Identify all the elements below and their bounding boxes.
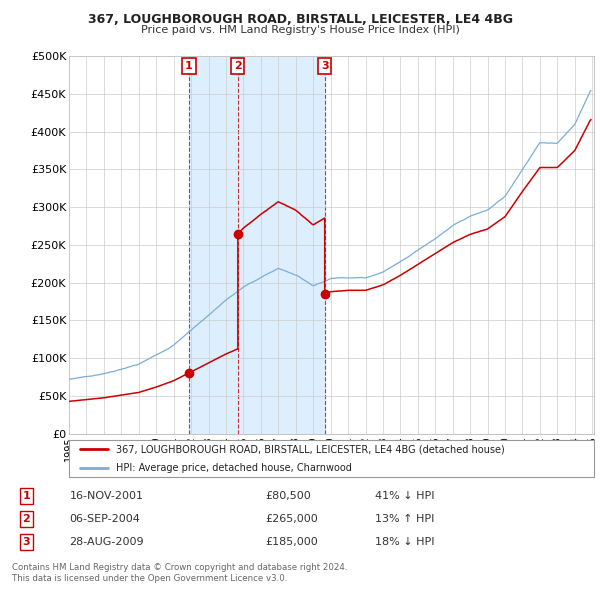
Text: 3: 3 (321, 61, 329, 71)
Text: 367, LOUGHBOROUGH ROAD, BIRSTALL, LEICESTER, LE4 4BG: 367, LOUGHBOROUGH ROAD, BIRSTALL, LEICES… (88, 13, 512, 26)
Text: HPI: Average price, detached house, Charnwood: HPI: Average price, detached house, Char… (116, 463, 352, 473)
Text: 13% ↑ HPI: 13% ↑ HPI (375, 514, 434, 524)
Text: 41% ↓ HPI: 41% ↓ HPI (375, 491, 434, 501)
Text: Price paid vs. HM Land Registry's House Price Index (HPI): Price paid vs. HM Land Registry's House … (140, 25, 460, 35)
Text: 16-NOV-2001: 16-NOV-2001 (70, 491, 143, 501)
Text: £80,500: £80,500 (265, 491, 311, 501)
Text: 1: 1 (185, 61, 193, 71)
Text: 3: 3 (23, 537, 30, 547)
Text: 28-AUG-2009: 28-AUG-2009 (70, 537, 144, 547)
Text: 2: 2 (23, 514, 30, 524)
Text: 06-SEP-2004: 06-SEP-2004 (70, 514, 140, 524)
Text: £265,000: £265,000 (265, 514, 318, 524)
Text: 2: 2 (234, 61, 242, 71)
Text: £185,000: £185,000 (265, 537, 318, 547)
Text: Contains HM Land Registry data © Crown copyright and database right 2024.
This d: Contains HM Land Registry data © Crown c… (12, 563, 347, 583)
Text: 367, LOUGHBOROUGH ROAD, BIRSTALL, LEICESTER, LE4 4BG (detached house): 367, LOUGHBOROUGH ROAD, BIRSTALL, LEICES… (116, 444, 505, 454)
Text: 18% ↓ HPI: 18% ↓ HPI (375, 537, 434, 547)
Bar (189, 56, 325, 434)
Text: 1: 1 (23, 491, 30, 501)
